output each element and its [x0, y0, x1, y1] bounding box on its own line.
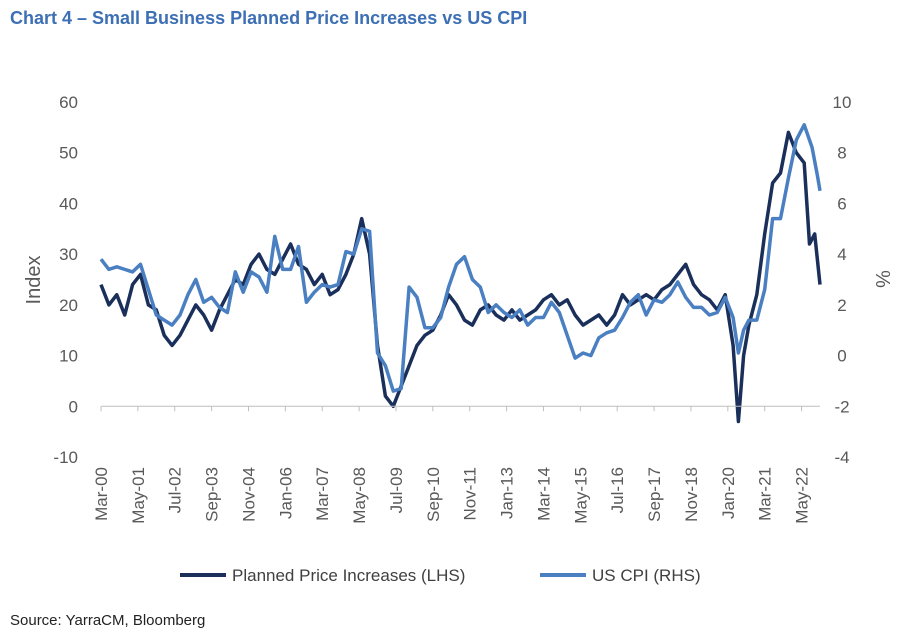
y-axis-left: -10 0 10 20 30 40 50 60 [53, 93, 78, 467]
y-tick-right: 4 [837, 245, 846, 264]
series-line-planned-price-increases [99, 130, 822, 424]
y-tick-left: 60 [59, 93, 78, 112]
x-tick-label: Mar-07 [313, 467, 332, 521]
x-tick-label: Mar-21 [756, 467, 775, 521]
legend-label: US CPI (RHS) [592, 566, 701, 585]
y-tick-left: 40 [59, 194, 78, 213]
x-tick-label: Jan-06 [276, 467, 295, 519]
chart-title: Chart 4 – Small Business Planned Price I… [10, 8, 528, 28]
y-axis-label-left: Index [23, 256, 45, 305]
x-tick-label: Nov-18 [682, 467, 701, 522]
x-tick-label: May-08 [350, 467, 369, 524]
x-tick-label: Sep-10 [424, 467, 443, 522]
y-tick-right: 10 [833, 93, 852, 112]
y-axis-label-right: % [871, 270, 893, 288]
y-tick-left: 50 [59, 144, 78, 163]
x-tick-label: Jul-16 [608, 467, 627, 513]
x-tick-label: Mar-00 [92, 467, 111, 521]
x-tick-label: Sep-03 [203, 467, 222, 522]
legend: Planned Price Increases (LHS) US CPI (RHS… [180, 566, 701, 585]
y-tick-left: 30 [59, 245, 78, 264]
x-tick-label: Jan-20 [719, 467, 738, 519]
x-axis: Mar-00 May-01 Jul-02 Sep-03 Nov-04 Jan-06 Mar-… [92, 405, 820, 524]
y-tick-left: 0 [69, 397, 78, 416]
x-tick-label: Jan-13 [498, 467, 517, 519]
y-tick-right: 0 [837, 347, 846, 366]
y-tick-right: -2 [834, 397, 849, 416]
legend-label: Planned Price Increases (LHS) [232, 566, 465, 585]
y-tick-right: 2 [837, 296, 846, 315]
y-tick-right: 6 [837, 194, 846, 213]
y-tick-left: -10 [53, 448, 78, 467]
x-tick-label: Sep-17 [645, 467, 664, 522]
x-tick-label: Jul-02 [166, 467, 185, 513]
x-tick-label: Nov-04 [239, 467, 258, 522]
x-tick-label: May-01 [129, 467, 148, 524]
y-tick-left: 20 [59, 296, 78, 315]
y-axis-right: -4 -2 0 2 4 6 8 10 [833, 93, 852, 467]
x-tick-label: Mar-14 [534, 467, 553, 521]
series-line-us-cpi [99, 123, 822, 393]
x-tick-label: May-15 [571, 467, 590, 524]
plot-area [99, 123, 822, 424]
y-tick-right: -4 [834, 448, 849, 467]
y-tick-right: 8 [837, 144, 846, 163]
x-tick-label: Nov-11 [461, 467, 480, 521]
x-tick-label: May-22 [793, 467, 812, 524]
x-tick-label: Jul-09 [387, 467, 406, 513]
source-note: Source: YarraCM, Bloomberg [10, 612, 206, 629]
y-tick-left: 10 [59, 347, 78, 366]
